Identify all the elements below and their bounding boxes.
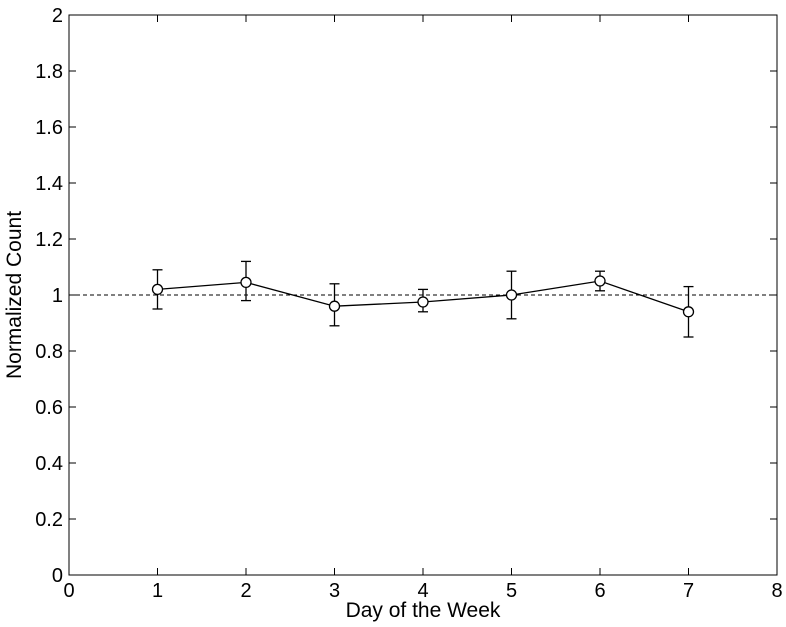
data-markers [151,275,695,318]
x-tick-label: 5 [506,580,517,602]
x-tick-label: 4 [417,580,428,602]
data-point [505,289,518,301]
y-tick-label: 1.2 [35,229,63,251]
y-tick-label: 0 [52,565,63,587]
y-tick-label: 0.2 [35,509,63,531]
x-tick-label: 3 [329,580,340,602]
data-point [151,283,164,296]
x-tick-label: 7 [683,580,694,602]
data-point [417,296,429,308]
data-point [594,275,606,287]
data-point [328,300,341,312]
x-tick-label: 0 [63,580,74,602]
y-tick-label: 1.4 [35,173,63,195]
y-tick-label: 0.4 [35,453,63,475]
x-tick-label: 6 [594,580,605,602]
y-tick-label: 1.8 [35,61,63,83]
x-tick-label: 1 [152,580,163,602]
x-tick-labels: 0 1 2 3 4 5 6 7 8 [63,580,782,602]
x-tick-label: 8 [771,580,782,602]
data-point [682,306,695,318]
y-tick-label: 0.6 [35,397,63,419]
y-tick-label: 1 [52,285,63,307]
y-tick-label: 2 [52,5,63,27]
y-tick-labels: 0 0.2 0.4 0.6 0.8 1 1.2 1.4 1.6 1.8 2 [35,5,63,587]
y-tick-label: 1.6 [35,117,63,139]
plot-frame [68,14,778,576]
x-axis-label: Day of the Week [346,599,501,622]
y-tick-label: 0.8 [35,341,63,363]
x-tick-label: 2 [240,580,251,602]
data-point [240,276,252,289]
y-axis-label: Normalized Count [3,211,26,379]
